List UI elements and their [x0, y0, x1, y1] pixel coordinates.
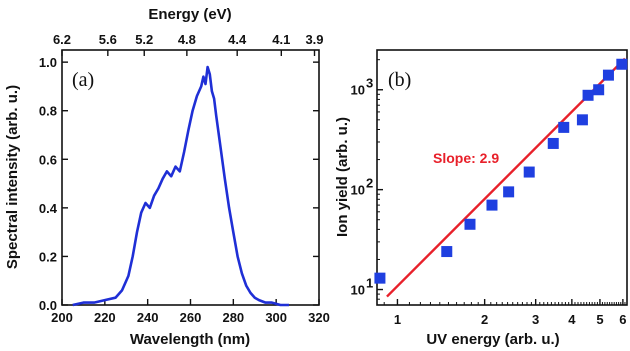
panel-a-series: [72, 65, 289, 307]
a-ytick-label: 0.2: [39, 249, 57, 264]
a-xtick-label: 200: [51, 310, 73, 325]
spectrum-line: [72, 65, 289, 307]
a-top-tick-label: 5.2: [135, 32, 153, 47]
b-ytick-exponent: 2: [366, 176, 373, 191]
b-xtick-label: 4: [568, 312, 576, 327]
data-point: [547, 137, 559, 149]
panel-a-ylabel: Spectral intensity (arb. u.): [4, 85, 21, 269]
panel-a-xlabel: Wavelength (nm): [130, 331, 250, 348]
a-top-tick-label: 4.4: [228, 32, 247, 47]
b-xtick-label: 3: [532, 312, 539, 327]
panel-a-tick-labels: 200 220 240 260 280 300 320 0.0 0.2 0.4 0.6 0.8 1.0 6…: [39, 32, 330, 325]
b-ytick-exponent: 1: [366, 276, 373, 291]
panel-b-ylabel: Ion yield (arb. u.): [334, 117, 351, 237]
a-xtick-label: 240: [137, 310, 159, 325]
b-ytick-label: 10: [351, 183, 365, 198]
b-ytick-exponent: 3: [366, 76, 373, 91]
panel-a-frame: [61, 49, 320, 306]
a-top-tick-label: 4.8: [178, 32, 196, 47]
panel-b-label: (b): [388, 69, 411, 91]
data-point: [576, 114, 588, 126]
panel-a-top-xlabel: Energy (eV): [148, 6, 231, 23]
a-xtick-label: 300: [265, 310, 287, 325]
b-ytick-label: 10: [351, 283, 365, 298]
data-point: [441, 246, 453, 258]
panel-b-ticks: [377, 59, 626, 305]
data-point: [486, 199, 498, 211]
a-top-tick-label: 5.6: [99, 32, 117, 47]
b-xtick-label: 1: [394, 312, 401, 327]
a-xtick-label: 280: [222, 310, 244, 325]
data-point: [374, 272, 386, 284]
a-top-tick-label: 3.9: [305, 32, 323, 47]
a-ytick-label: 0.0: [39, 298, 57, 313]
b-ytick-label: 10: [351, 83, 365, 98]
panel-a-label: (a): [72, 69, 94, 91]
a-xtick-label: 260: [180, 310, 202, 325]
a-ytick-label: 0.6: [39, 152, 57, 167]
b-xtick-label: 2: [481, 312, 488, 327]
b-xtick-label: 6: [619, 312, 626, 327]
a-xtick-label: 320: [308, 310, 330, 325]
b-xtick-label: 5: [596, 312, 603, 327]
slope-annotation: Slope: 2.9: [433, 150, 499, 166]
data-point: [582, 89, 594, 101]
a-xtick-label: 220: [94, 310, 116, 325]
a-ytick-label: 0.8: [39, 104, 57, 119]
a-ytick-label: 0.4: [39, 201, 58, 216]
data-point: [593, 84, 605, 96]
panel-a-ticks: [61, 50, 320, 306]
panel-a-spectrum: 200 220 240 260 280 300 320 0.0 0.2 0.4 0.6 0.8 1.0 6…: [4, 6, 330, 348]
a-top-tick-label: 4.1: [272, 32, 290, 47]
data-point: [616, 58, 628, 70]
data-point: [503, 186, 515, 198]
data-point: [602, 69, 614, 81]
panel-b-frame: [376, 49, 628, 306]
a-top-tick-label: 6.2: [53, 32, 71, 47]
data-point: [523, 166, 535, 178]
panel-b-points: [374, 58, 628, 284]
panel-b-xlabel: UV energy (arb. u.): [426, 331, 559, 348]
data-point: [558, 121, 570, 133]
a-ytick-label: 1.0: [39, 55, 57, 70]
data-point: [464, 218, 476, 230]
